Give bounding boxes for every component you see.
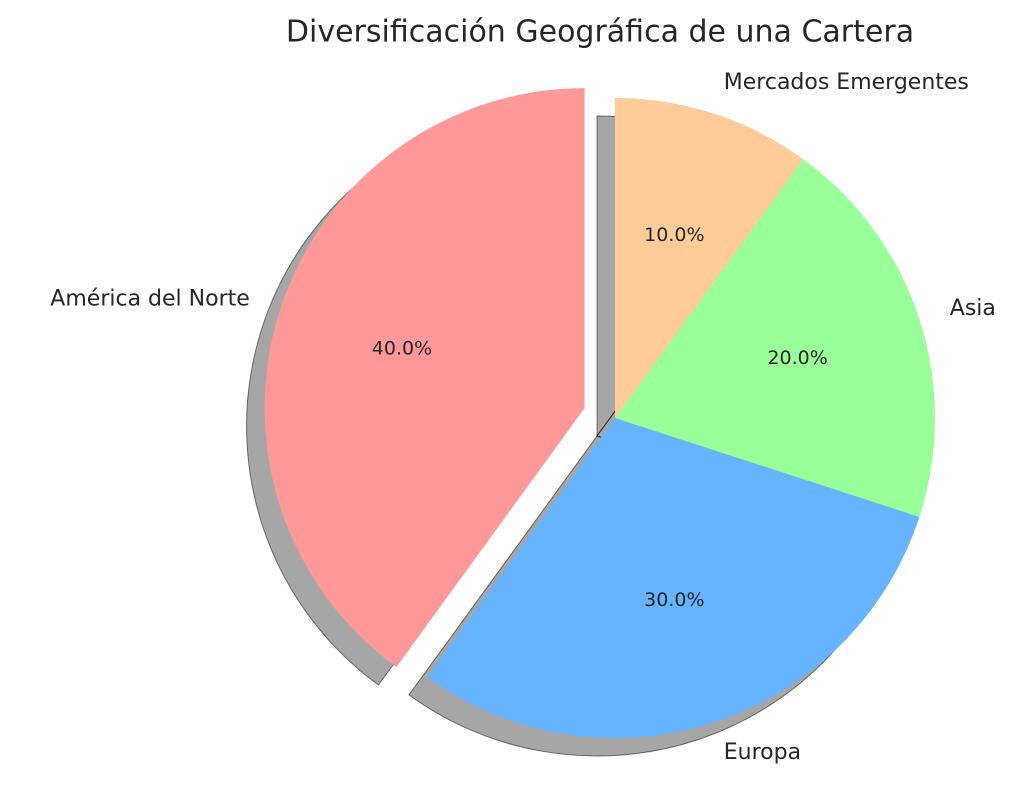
category-label: América del Norte: [50, 286, 249, 311]
wedge: [264, 88, 585, 667]
wedge: [426, 418, 920, 738]
wedge: [615, 159, 936, 517]
value-label: 20.0%: [767, 347, 827, 369]
chart-title: Diversificación Geográfica de una Carter…: [286, 15, 914, 50]
category-label: Asia: [950, 296, 996, 321]
category-label: Europa: [724, 740, 801, 765]
category-label: Mercados Emergentes: [724, 70, 969, 95]
value-label: 30.0%: [644, 589, 704, 611]
value-label: 40.0%: [372, 337, 432, 359]
value-label: 10.0%: [644, 224, 704, 246]
wedge: [615, 98, 804, 418]
